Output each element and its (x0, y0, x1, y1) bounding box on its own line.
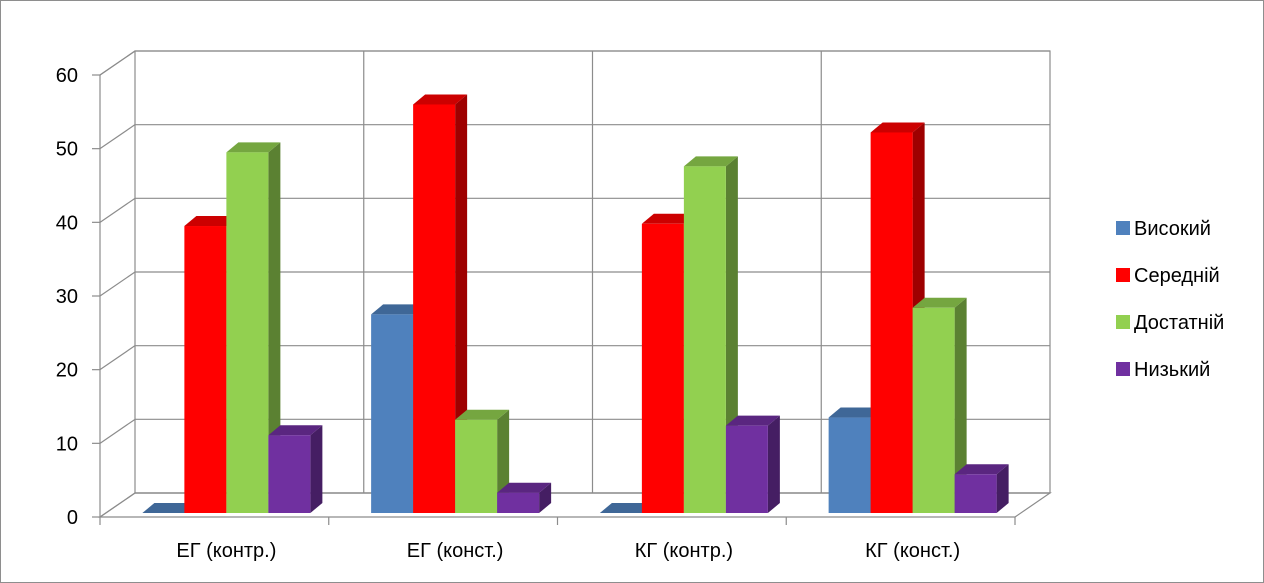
bar-Низький-КГ (контр.) (725, 415, 780, 513)
bar-top (413, 94, 468, 105)
bar-top (497, 482, 552, 493)
x-category-label: ЕГ (контр.) (176, 540, 276, 562)
bar-top (184, 216, 239, 227)
x-category-label: ЕГ (конст.) (407, 540, 504, 562)
bar-Достатній-КГ (контр.) (683, 156, 738, 513)
bar-side (455, 94, 468, 513)
bar-top (912, 297, 967, 308)
bar-top (725, 415, 780, 426)
bar-Високий-КГ (контр.) (599, 503, 654, 513)
bar-front (268, 435, 311, 513)
bar-side (268, 142, 281, 513)
bar-front (455, 419, 498, 513)
side-gridline (99, 124, 136, 150)
bar-front (912, 307, 955, 513)
bar-top (371, 304, 426, 315)
legend-swatch (1116, 362, 1130, 376)
legend-swatch (1116, 221, 1130, 235)
bar-front (371, 314, 414, 513)
legend-swatch (1116, 268, 1130, 282)
bar-front (725, 425, 768, 513)
bar-front (954, 474, 997, 513)
y-tick-label: 40 (56, 212, 78, 234)
y-tick-label: 20 (56, 360, 78, 382)
side-gridline (99, 197, 136, 223)
bar-Високий-ЕГ (контр.) (142, 503, 197, 513)
bar-front (413, 104, 456, 513)
legend-swatch (1116, 315, 1130, 329)
bar-Середній-ЕГ (конст.) (413, 94, 468, 513)
bar-top (142, 503, 197, 513)
bar-Низький-КГ (конст.) (954, 464, 1009, 513)
bar-front (870, 132, 913, 513)
bar-side (767, 415, 780, 513)
floor (98, 492, 1052, 518)
side-gridline (99, 50, 136, 76)
legend-label: Низький (1134, 359, 1210, 381)
bar-Середній-КГ (конст.) (870, 122, 925, 514)
bar-top (599, 503, 654, 513)
bar-top (226, 142, 281, 153)
bar-top (455, 409, 510, 420)
y-tick-label: 0 (67, 507, 78, 529)
x-category-label: КГ (контр.) (635, 540, 733, 562)
bar-top (683, 156, 738, 167)
bar-Низький-ЕГ (контр.) (268, 425, 323, 513)
bars (142, 94, 1009, 514)
bar-Низький-ЕГ (конст.) (497, 482, 552, 513)
y-tick-label: 50 (56, 139, 78, 161)
y-tick-label: 10 (56, 433, 78, 455)
bar-top (268, 425, 323, 436)
bar-front (683, 166, 726, 513)
bar-top (870, 122, 925, 133)
side-gridline (99, 345, 136, 371)
legend-label: Середній (1134, 265, 1220, 287)
bar-front (497, 492, 540, 513)
y-axis-tick-labels: 0 10 20 30 40 50 60 (56, 65, 78, 529)
bar-side (996, 464, 1009, 513)
legend-label: Високий (1134, 218, 1211, 240)
bar-top (954, 464, 1009, 475)
axes (92, 74, 1052, 525)
bar-side (539, 482, 552, 513)
bar-Достатній-ЕГ (контр.) (226, 142, 281, 513)
y-tick-label: 30 (56, 286, 78, 308)
bar-front (828, 417, 871, 513)
bar-Достатній-КГ (конст.) (912, 297, 967, 513)
bar-Достатній-ЕГ (конст.) (455, 409, 510, 513)
y-tick-label: 60 (56, 65, 78, 87)
bar-side (954, 297, 967, 513)
x-category-label: КГ (конст.) (865, 540, 960, 562)
bar-top (828, 407, 883, 418)
x-axis-category-labels: ЕГ (контр.) ЕГ (конст.) КГ (контр.) КГ (кон… (176, 540, 960, 562)
legend: Високий Середній Достатній Низький (1116, 218, 1224, 381)
bar-front (184, 226, 227, 513)
legend-label: Достатній (1134, 312, 1224, 334)
side-gridline (99, 271, 136, 297)
bar-side (310, 425, 323, 513)
bar-front (226, 152, 269, 513)
bar-front (641, 223, 684, 513)
bar-top (641, 213, 696, 224)
side-gridline (99, 418, 136, 444)
